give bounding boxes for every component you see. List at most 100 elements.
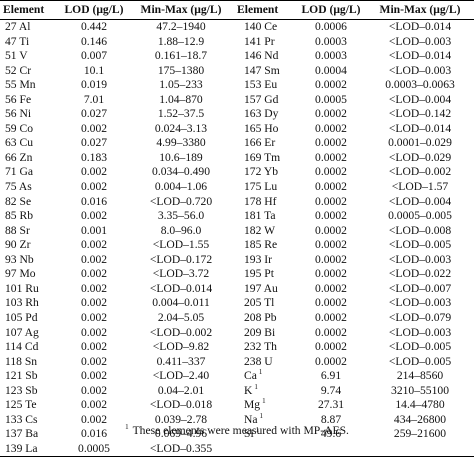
cell-lod: 0.007 — [80, 49, 108, 63]
cell-element-2: 181 Ta — [234, 209, 296, 224]
cell-min-max-2: 0.0003–0.0063 — [385, 78, 455, 92]
cell-element-2: 238 U — [234, 355, 296, 370]
cell-element: 75 As — [0, 180, 60, 195]
cell-min-max: 1.52–37.5 — [157, 107, 205, 121]
cell-element: 139 La — [0, 441, 60, 457]
cell-lod: 0.002 — [80, 121, 108, 135]
cell-element-2: 182 W — [234, 224, 296, 239]
element-label: 195 Pt — [244, 267, 274, 281]
element-label: 141 Pr — [244, 34, 275, 48]
footnote-ref: 1 — [258, 368, 263, 377]
cell-element: 63 Cu — [0, 136, 60, 151]
cell-lod: 0.002 — [80, 165, 108, 179]
cell-min-max: <LOD–0.172 — [149, 252, 213, 266]
cell-lod: 0.002 — [80, 238, 108, 252]
cell-lod: 0.002 — [80, 310, 108, 324]
table-row: 82 Se 0.016 <LOD–0.720 178 Hf 0.0002 <LOD–0.0… — [0, 195, 474, 210]
cell-min-max: 175–1380 — [157, 63, 205, 77]
cell-lod-2: 0.0002 — [315, 180, 347, 194]
element-label: K — [244, 383, 253, 397]
cell-lod: 10.1 — [83, 63, 105, 77]
table-footnote: 1 These elements were measured with MP-AE… — [0, 420, 474, 438]
element-label: 181 Ta — [244, 209, 276, 223]
element-label: 56 Fe — [5, 92, 32, 106]
table-row: 90 Zr 0.002 <LOD–1.55 185 Re 0.0002 <LOD–0.00… — [0, 238, 474, 253]
header-lod-2: LOD (μg/L) — [296, 0, 366, 20]
cell-min-max-2: <LOD–0.002 — [388, 165, 452, 179]
cell-element: 101 Ru — [0, 282, 60, 297]
cell-min-max-2: <LOD–0.004 — [388, 92, 452, 106]
element-label: 55 Mn — [5, 78, 36, 92]
cell-lod: 0.002 — [80, 398, 108, 412]
element-label: 107 Ag — [5, 325, 39, 339]
table-row: 56 Fe 7.01 1.04–870 157 Gd 0.0005 <LOD–0.004 — [0, 93, 474, 108]
cell-element-2: 169 Tm — [234, 151, 296, 166]
cell-min-max: <LOD–0.002 — [149, 325, 213, 339]
cell-lod-2: 6.91 — [320, 369, 342, 383]
element-label: 82 Se — [5, 194, 32, 208]
element-label: 146 Nd — [244, 49, 279, 63]
cell-min-max: 47.2–1940 — [156, 20, 206, 34]
element-label: Si — [244, 427, 254, 441]
cell-lod-2: 0.0002 — [315, 296, 347, 310]
cell-lod-2: 0.0002 — [315, 325, 347, 339]
cell-lod-2: 0.0002 — [315, 267, 347, 281]
cell-min-max-2: <LOD–0.005 — [388, 354, 452, 368]
table-row: 59 Co 0.002 0.024–3.13 165 Ho 0.0002 <LOD–0.0… — [0, 122, 474, 137]
table-row: 103 Rh 0.002 0.004–0.011 205 Tl 0.0002 <LOD–0… — [0, 296, 474, 311]
cell-min-max-2: <LOD–0.079 — [388, 310, 452, 324]
element-label: 209 Bi — [244, 325, 276, 339]
table-row: 85 Rb 0.002 3.35–56.0 181 Ta 0.0002 0.0005–0.… — [0, 209, 474, 224]
cell-min-max-2: <LOD–0.022 — [388, 267, 452, 281]
element-label: 66 Zn — [5, 150, 33, 164]
cell-element: 66 Zn — [0, 151, 60, 166]
cell-element-2: 209 Bi — [234, 325, 296, 340]
cell-element-2: Na 1 — [234, 412, 296, 428]
element-label: 56 Ni — [5, 107, 32, 121]
cell-element: 90 Zr — [0, 238, 60, 253]
element-label: 153 Eu — [244, 78, 278, 92]
cell-min-max-2: <LOD–0.008 — [388, 223, 452, 237]
cell-element-2: 141 Pr — [234, 35, 296, 50]
element-label: 101 Ru — [5, 281, 39, 295]
footnote-text: These elements were measured with MP-AES… — [132, 423, 349, 437]
header-element-2: Element — [234, 0, 296, 20]
cell-lod-2: 0.0002 — [315, 78, 347, 92]
cell-element: 125 Te — [0, 398, 60, 413]
cell-lod: 0.002 — [80, 267, 108, 281]
cell-element-2: 175 Lu — [234, 180, 296, 195]
cell-min-max: 0.004–1.06 — [154, 180, 208, 194]
element-label: 118 Sn — [5, 354, 38, 368]
table-row: 75 As 0.002 0.004–1.06 175 Lu 0.0002 <LOD–1.5… — [0, 180, 474, 195]
cell-min-max-2: 0.0005–0.005 — [388, 209, 452, 223]
cell-lod: 0.002 — [80, 252, 108, 266]
cell-lod-2: 0.0004 — [315, 63, 347, 77]
cell-min-max: <LOD–0.720 — [149, 194, 213, 208]
element-label: 166 Er — [244, 136, 276, 150]
element-label: 103 Rh — [5, 296, 39, 310]
element-label: 88 Sr — [5, 223, 30, 237]
cell-element: 71 Ga — [0, 165, 60, 180]
cell-lod-2: 0.0002 — [315, 354, 347, 368]
table-row: 66 Zn 0.183 10.6–189 169 Tm 0.0002 <LOD–0.029 — [0, 151, 474, 166]
cell-min-max-2: <LOD–0.003 — [388, 325, 452, 339]
table-row: 55 Mn 0.019 1.05–233 153 Eu 0.0002 0.0003–0.0… — [0, 78, 474, 93]
cell-lod: 0.442 — [80, 20, 108, 34]
cell-element: 103 Rh — [0, 296, 60, 311]
cell-element: 52 Cr — [0, 64, 60, 79]
cell-element-2: 157 Gd — [234, 93, 296, 108]
cell-min-max: <LOD–0.014 — [149, 281, 213, 295]
element-label: 185 Re — [244, 238, 278, 252]
cell-element-2: 232 Th — [234, 340, 296, 355]
cell-min-max-2: 14.4–4780 — [395, 398, 445, 412]
cell-element: 55 Mn — [0, 78, 60, 93]
cell-lod-2: 0.0002 — [315, 252, 347, 266]
cell-element-2: 193 Ir — [234, 253, 296, 268]
table-row: 56 Ni 0.027 1.52–37.5 163 Dy 0.0002 <LOD–0.14… — [0, 107, 474, 122]
element-label: 193 Ir — [244, 252, 273, 266]
cell-element: 97 Mo — [0, 267, 60, 282]
element-label: 90 Zr — [5, 238, 31, 252]
cell-element: 27 Al — [0, 20, 60, 35]
element-label: 93 Nb — [5, 252, 34, 266]
cell-lod: 0.016 — [80, 194, 108, 208]
